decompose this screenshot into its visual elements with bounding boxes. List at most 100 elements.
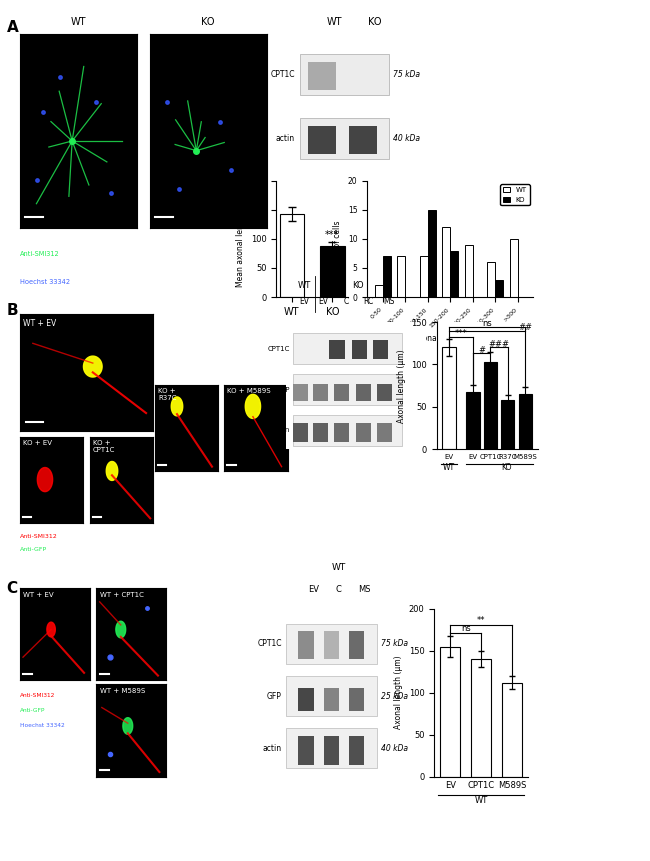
Bar (397, 257, 405, 297)
Text: ***: *** (325, 231, 339, 240)
FancyBboxPatch shape (324, 688, 339, 711)
Text: KO: KO (502, 463, 512, 472)
FancyBboxPatch shape (333, 423, 349, 442)
Bar (450, 251, 458, 297)
Text: KO: KO (202, 16, 214, 27)
Y-axis label: Axonal length (μm): Axonal length (μm) (394, 656, 403, 729)
Text: WT: WT (474, 796, 488, 806)
FancyBboxPatch shape (330, 340, 344, 359)
Text: 75 kDa: 75 kDa (393, 71, 420, 79)
Polygon shape (83, 356, 102, 377)
Text: 75 kDa: 75 kDa (381, 640, 408, 648)
FancyBboxPatch shape (308, 126, 335, 154)
Bar (428, 210, 436, 297)
Text: WT: WT (332, 563, 346, 572)
FancyBboxPatch shape (349, 736, 364, 765)
Text: actin: actin (263, 744, 282, 753)
Legend: WT, KO: WT, KO (500, 184, 530, 206)
Text: B: B (6, 303, 18, 318)
FancyBboxPatch shape (293, 375, 402, 405)
Text: Anti-SMI312: Anti-SMI312 (20, 251, 59, 257)
Text: actin: actin (273, 427, 290, 433)
Text: 40 kDa: 40 kDa (393, 134, 420, 143)
Text: Anti-SMI312: Anti-SMI312 (20, 534, 57, 539)
FancyBboxPatch shape (349, 630, 364, 660)
Text: WT: WT (326, 17, 342, 28)
Text: Hoechst 33342: Hoechst 33342 (20, 722, 64, 728)
FancyBboxPatch shape (372, 340, 388, 359)
FancyBboxPatch shape (377, 385, 392, 401)
Text: KO + M589S: KO + M589S (227, 388, 271, 394)
Bar (442, 227, 450, 297)
FancyBboxPatch shape (298, 688, 313, 711)
Bar (320, 246, 345, 297)
Text: Anti-GFP: Anti-GFP (20, 547, 47, 552)
Bar (484, 362, 497, 449)
Text: 25 kDa: 25 kDa (381, 691, 408, 701)
Text: KO +
CPT1C: KO + CPT1C (93, 440, 115, 453)
Text: ns: ns (482, 319, 492, 328)
Text: WT + CPT1C: WT + CPT1C (99, 592, 144, 598)
Polygon shape (245, 394, 261, 418)
FancyBboxPatch shape (286, 676, 377, 716)
Text: ***: *** (454, 330, 467, 338)
Text: #: # (478, 345, 485, 355)
Bar (375, 285, 383, 297)
Text: KO: KO (352, 281, 364, 289)
Text: CPT1C: CPT1C (257, 640, 282, 648)
Text: RC: RC (363, 297, 374, 307)
Text: EV: EV (318, 297, 329, 307)
Y-axis label: Mean axonal length (μm): Mean axonal length (μm) (236, 191, 245, 287)
Text: **: ** (477, 616, 486, 625)
FancyBboxPatch shape (298, 736, 313, 765)
Text: GFP: GFP (277, 387, 290, 393)
FancyBboxPatch shape (300, 54, 389, 96)
FancyBboxPatch shape (293, 423, 308, 442)
Text: GFP: GFP (267, 691, 282, 701)
Text: C: C (343, 297, 348, 307)
Text: 40 kDa: 40 kDa (381, 744, 408, 753)
Bar (519, 394, 532, 449)
FancyBboxPatch shape (286, 624, 377, 664)
Polygon shape (47, 623, 55, 637)
Text: WT: WT (298, 281, 311, 289)
Text: C: C (336, 585, 342, 594)
Text: MS: MS (384, 297, 395, 307)
Text: ###: ### (489, 339, 510, 349)
Text: actin: actin (276, 134, 294, 143)
Bar (495, 280, 503, 297)
Text: A: A (6, 20, 18, 34)
Bar (383, 257, 391, 297)
Bar (443, 348, 456, 449)
Text: ns: ns (461, 624, 471, 634)
Text: KO +
R37C: KO + R37C (158, 388, 176, 401)
Bar (440, 647, 460, 777)
FancyBboxPatch shape (324, 630, 339, 660)
FancyBboxPatch shape (324, 736, 339, 765)
Text: WT + EV: WT + EV (23, 592, 54, 598)
FancyBboxPatch shape (298, 630, 313, 660)
Bar (501, 400, 514, 449)
Bar (510, 238, 517, 297)
FancyBboxPatch shape (293, 385, 308, 401)
Text: Hoechst 33342: Hoechst 33342 (20, 278, 70, 284)
FancyBboxPatch shape (349, 688, 364, 711)
FancyBboxPatch shape (308, 62, 335, 90)
Text: WT: WT (70, 16, 86, 27)
Bar (471, 660, 491, 777)
FancyBboxPatch shape (293, 333, 402, 364)
Text: CPT1C: CPT1C (270, 71, 294, 79)
Text: WT: WT (443, 463, 455, 472)
Text: WT + M589S: WT + M589S (99, 688, 145, 694)
FancyBboxPatch shape (313, 385, 328, 401)
Y-axis label: % of cells: % of cells (333, 220, 343, 257)
FancyBboxPatch shape (313, 423, 328, 442)
Polygon shape (123, 718, 133, 734)
FancyBboxPatch shape (333, 385, 349, 401)
X-axis label: Axonal length (μm): Axonal length (μm) (413, 334, 487, 343)
Text: EV: EV (308, 585, 319, 594)
Polygon shape (116, 622, 125, 638)
Text: KO + EV: KO + EV (23, 440, 52, 446)
FancyBboxPatch shape (356, 423, 371, 442)
Text: EV: EV (299, 297, 309, 307)
